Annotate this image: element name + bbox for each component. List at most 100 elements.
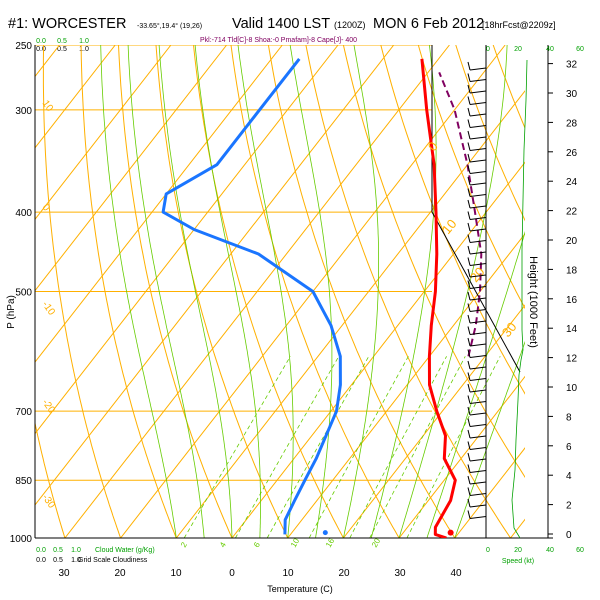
wind-barb (467, 372, 487, 381)
wind-barb (467, 429, 487, 439)
y-axis-title: P (hPa) (6, 295, 17, 329)
wind-barb-flag (467, 153, 471, 163)
isotherm-line (64, 45, 450, 538)
grid-cloud-tick: 0.5 (53, 557, 63, 564)
wind-barb-flag (467, 61, 471, 71)
pressure-tick-label: 500 (15, 288, 32, 299)
wind-barb-shaft (469, 447, 487, 450)
wind-barb-flag (467, 464, 471, 473)
wind-barb (467, 73, 487, 82)
wind-barb-shaft (469, 274, 487, 278)
wind-barb (467, 452, 487, 462)
mixing-ratio-line (406, 356, 501, 538)
mixing-ratio-line (349, 356, 447, 538)
height-tick-label: 26 (566, 148, 578, 159)
cloud-water-top-tick: 1.0 (79, 38, 89, 45)
cloud-water-tick: 0.0 (36, 547, 46, 554)
grid-cloud-tick: 0.0 (36, 557, 46, 564)
moist-adiabat (398, 45, 508, 538)
wind-barb-shaft (469, 205, 487, 209)
wind-barb (467, 61, 487, 71)
valid-time: Valid 1400 LST (232, 16, 330, 32)
isotherm-line (35, 45, 228, 292)
wind-speed-profile (511, 59, 528, 539)
wind-barb-shaft (469, 67, 487, 71)
height-tick-label: 18 (566, 265, 578, 276)
wind-barb-flag (467, 487, 471, 496)
wind-barb-shaft (469, 389, 487, 393)
wind-barb-flag (467, 222, 471, 232)
moist-adiabat (426, 231, 525, 538)
wind-barb-flag (467, 291, 471, 301)
wind-barb-flag (467, 119, 471, 128)
wind-barb-flag (467, 84, 471, 94)
height-tick-label: 16 (566, 295, 578, 306)
wind-barb (467, 153, 487, 163)
wind-barb-shaft (469, 424, 487, 427)
wind-barb-shaft (469, 240, 487, 243)
wind-barb-flag (467, 73, 471, 82)
wind-barb (467, 188, 487, 197)
wind-barb (467, 130, 487, 140)
isotherm-line (398, 375, 525, 538)
wind-barb (467, 142, 487, 151)
wind-barb (467, 245, 487, 255)
wind-barb-flag (467, 188, 471, 197)
surface-dewpoint-marker (322, 530, 328, 536)
wind-barb (467, 314, 487, 324)
dry-adiabat (35, 420, 66, 538)
wind-barb (467, 510, 487, 519)
wind-barb-shaft (469, 309, 487, 312)
height-tick-label: 22 (566, 207, 578, 218)
speed-axis-title: Speed (kt) (502, 558, 534, 565)
mixing-ratio-line (266, 356, 370, 538)
cloud-water-top-tick: 0.5 (57, 38, 67, 45)
wind-barb-shaft (469, 504, 487, 508)
height-tick-label: 30 (566, 89, 578, 100)
dry-adiabat-label: 0 (40, 202, 52, 213)
dry-adiabat (380, 45, 525, 395)
station-title: #1: WORCESTER (8, 16, 126, 32)
wind-barb-shaft (469, 435, 487, 439)
wind-barb (467, 280, 487, 289)
speed-tick-bottom: 40 (546, 547, 554, 554)
speed-tick-bottom: 20 (514, 547, 522, 554)
height-tick-label: 12 (566, 354, 578, 365)
wind-barb (467, 498, 487, 508)
wind-barb-flag (467, 441, 471, 450)
wind-barb-shaft (469, 401, 487, 404)
dry-adiabat (80, 45, 177, 538)
isotherm-line (454, 447, 525, 538)
cloud-water-top-scale: 0.0 0.5 1.0 0.0 0.5 1.0 (36, 38, 89, 53)
wind-barb-shaft (469, 332, 487, 335)
pressure-tick-label: 250 (15, 41, 32, 52)
speed-tick-top: 60 (576, 46, 584, 53)
grid-cloud-tick: 1.0 (71, 557, 81, 564)
temperature-tick-label: 20 (114, 568, 126, 579)
wind-barb-shaft (469, 412, 487, 416)
wind-barb (467, 291, 487, 301)
moist-adiabat (237, 45, 294, 538)
wind-barb-shaft (469, 102, 487, 105)
cloud-water-top-tick: 0.0 (36, 38, 46, 45)
wind-barb-flag (467, 199, 471, 209)
wind-barb-shaft (469, 90, 487, 94)
mixing-ratio-line (369, 356, 466, 538)
pressure-tick-label: 300 (15, 106, 32, 117)
wind-barb-flag (467, 326, 471, 335)
wind-barb-flag (467, 96, 471, 105)
surface-temp-marker (447, 529, 454, 536)
temperature-tick-label: 10 (282, 568, 294, 579)
wind-barb (467, 222, 487, 232)
temperature-tick-label: 0 (229, 568, 235, 579)
moist-adiabat (343, 45, 379, 538)
wind-barb (467, 303, 487, 312)
wind-barb-flag (467, 142, 471, 151)
moist-adiabat (100, 45, 177, 538)
wind-barb-shaft (469, 481, 487, 485)
mixing-ratio-line (183, 356, 291, 538)
series-dewpoint (161, 57, 342, 535)
wind-barb-shaft (469, 113, 487, 117)
height-tick-label: 0 (566, 530, 572, 541)
